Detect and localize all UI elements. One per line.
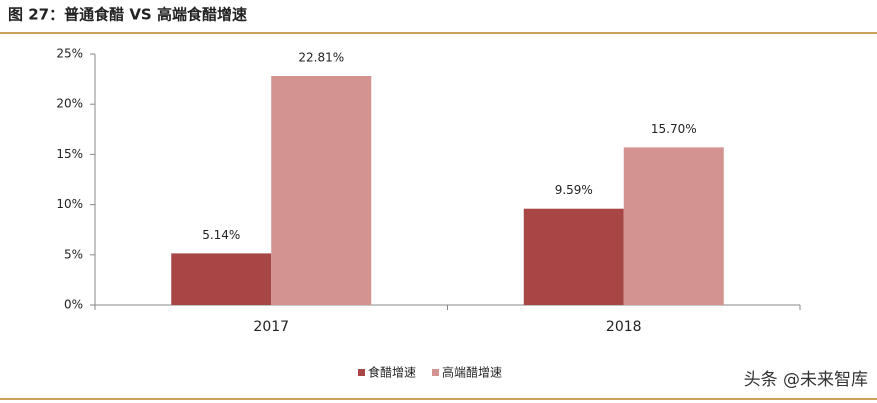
y-tick-label: 0% xyxy=(64,298,83,312)
y-tick-label: 15% xyxy=(56,147,83,161)
value-label: 5.14% xyxy=(202,228,240,242)
value-label: 9.59% xyxy=(555,183,593,197)
legend-swatch xyxy=(432,369,440,376)
legend-label: 高端醋增速 xyxy=(442,365,502,380)
bar xyxy=(271,75,372,305)
watermark: 头条 @未来智库 xyxy=(744,370,868,390)
legend-swatch xyxy=(358,369,365,376)
y-tick-label: 25% xyxy=(56,47,83,61)
value-label: 22.81% xyxy=(298,50,344,64)
bar xyxy=(523,208,624,305)
x-tick-label: 2017 xyxy=(253,319,289,335)
chart-title: 图 27：普通食醋 VS 高端食醋增速 xyxy=(8,6,247,24)
y-tick-label: 5% xyxy=(64,247,83,261)
legend-label: 食醋增速 xyxy=(368,365,416,380)
value-label: 15.70% xyxy=(651,122,697,136)
x-tick-label: 2018 xyxy=(606,319,642,335)
bar xyxy=(623,147,724,305)
y-tick-label: 20% xyxy=(56,97,83,111)
y-tick-label: 10% xyxy=(56,197,83,211)
bar xyxy=(171,253,272,305)
